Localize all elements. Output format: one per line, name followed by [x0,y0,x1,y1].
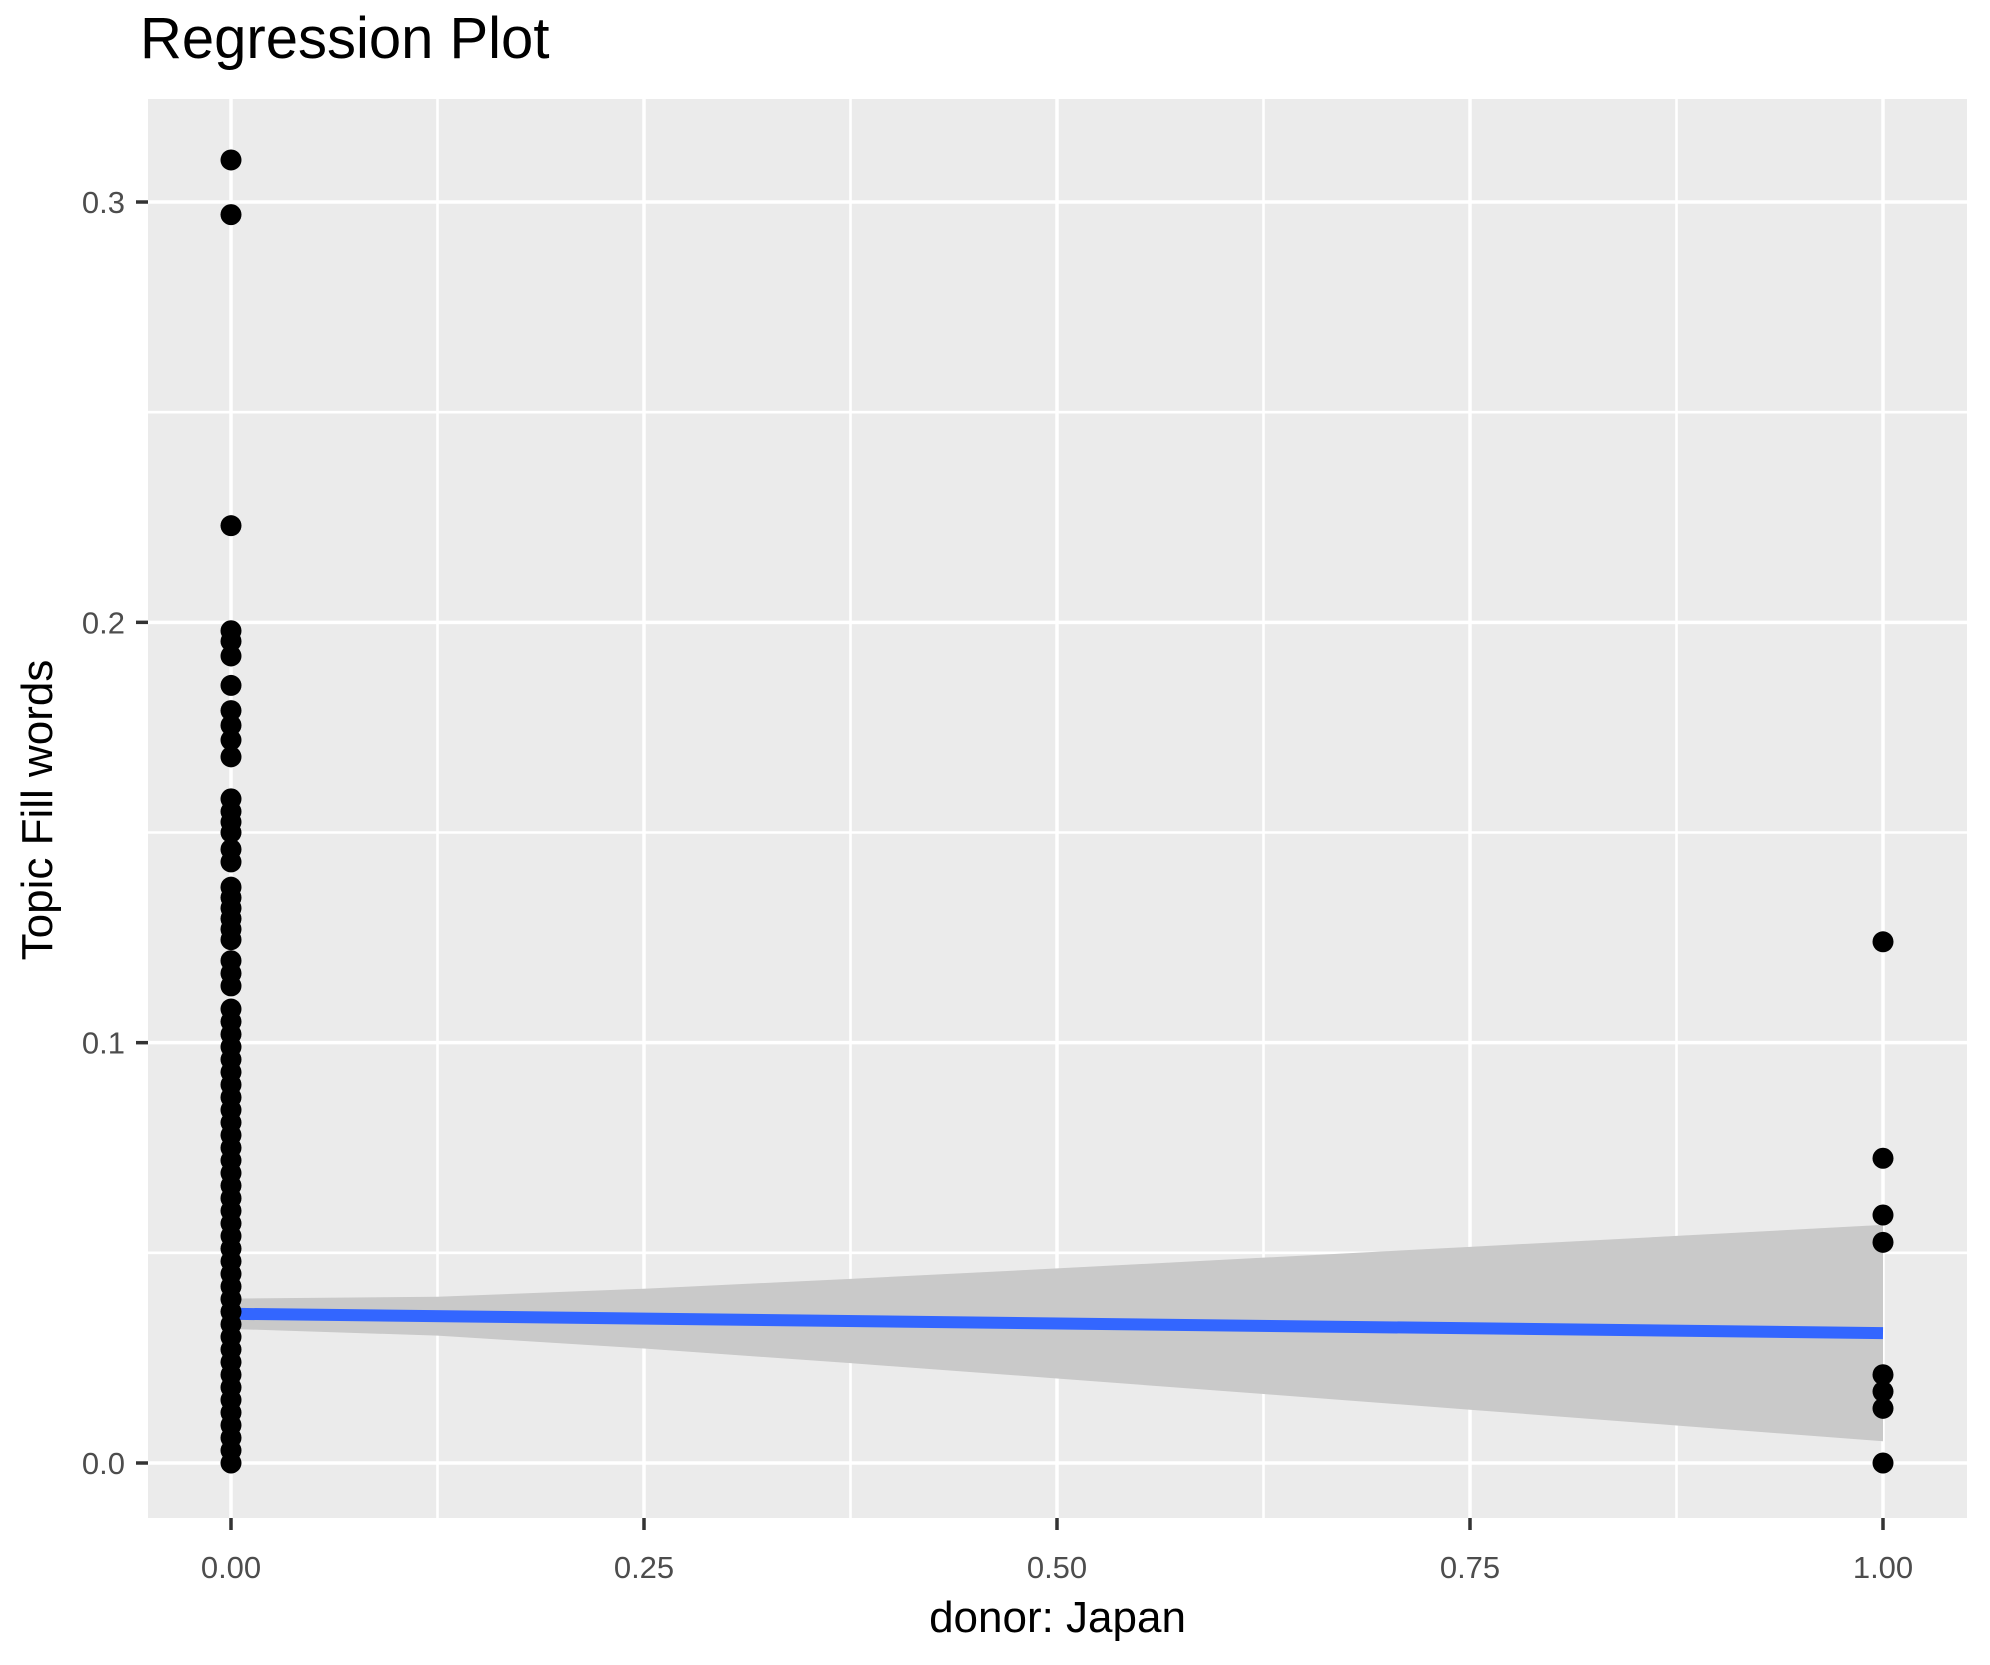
data-point [220,515,242,537]
data-point [1872,1381,1894,1403]
x-tick-label: 0.50 [1027,1550,1087,1585]
y-tick-label: 0.2 [82,605,125,640]
data-point [220,822,242,844]
data-point [220,975,242,997]
data-point [220,630,242,652]
confidence-band [231,1224,1883,1442]
data-point [220,149,242,171]
data-point [1872,1452,1894,1474]
data-point [220,645,242,667]
data-point [1872,1397,1894,1419]
x-tick-label: 1.00 [1853,1550,1913,1585]
y-axis-title: Topic Fill words [13,659,62,961]
data-point [1872,1147,1894,1169]
data-point [220,729,242,751]
data-point [1872,1364,1894,1386]
plot-title: Regression Plot [140,6,550,71]
x-axis-title: donor: Japan [929,1593,1186,1642]
y-tick-label: 0.0 [82,1446,125,1481]
data-point [1872,1204,1894,1226]
regression-line [230,1307,1884,1340]
data-point [220,929,242,951]
data-point [1872,931,1894,953]
data-point [220,1452,242,1474]
data-point [220,851,242,873]
x-tick-label: 0.25 [614,1550,674,1585]
y-tick-label: 0.1 [82,1026,125,1061]
y-tick-label: 0.3 [82,185,125,220]
data-point [220,674,242,696]
data-point [220,714,242,736]
data-point [220,700,242,722]
data-point [220,204,242,226]
x-tick-label: 0.75 [1440,1550,1500,1585]
data-point [1872,1231,1894,1253]
x-tick-label: 0.00 [201,1550,261,1585]
data-point [220,746,242,768]
